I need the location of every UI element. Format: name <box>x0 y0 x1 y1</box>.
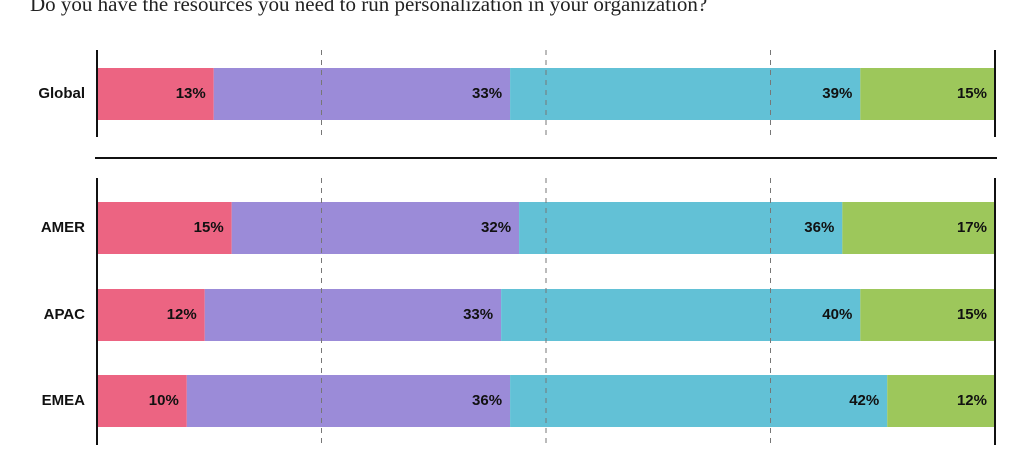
value-label: 33% <box>463 306 493 323</box>
bar-segment <box>213 68 511 120</box>
value-label: 42% <box>849 392 879 409</box>
value-label: 39% <box>822 85 852 102</box>
bar-segment <box>186 375 511 427</box>
value-label: 32% <box>481 219 511 236</box>
bar-segment <box>97 68 214 120</box>
value-label: 13% <box>176 85 206 102</box>
value-label: 36% <box>472 392 502 409</box>
category-label: AMER <box>41 219 85 236</box>
bar-segment <box>860 289 995 341</box>
category-label: APAC <box>44 306 86 323</box>
category-label: EMEA <box>42 392 86 409</box>
bar-segment <box>887 375 995 427</box>
value-label: 12% <box>167 306 197 323</box>
value-label: 15% <box>957 85 987 102</box>
value-label: 33% <box>472 85 502 102</box>
bar-segment <box>519 202 843 254</box>
value-label: 12% <box>957 392 987 409</box>
bar-segment <box>97 375 187 427</box>
value-label: 40% <box>822 306 852 323</box>
value-label: 10% <box>149 392 179 409</box>
bar-segment <box>231 202 520 254</box>
value-label: 36% <box>804 219 834 236</box>
bar-segment <box>510 68 861 120</box>
chart-title: Do you have the resources you need to ru… <box>30 0 707 16</box>
category-label: Global <box>38 85 85 102</box>
value-label: 17% <box>957 219 987 236</box>
bar-segment <box>97 202 232 254</box>
value-label: 15% <box>194 219 224 236</box>
bar-segment <box>501 289 861 341</box>
value-label: 15% <box>957 306 987 323</box>
bar-segment <box>204 289 502 341</box>
bar-segment <box>510 375 888 427</box>
bar-segment <box>97 289 205 341</box>
bar-segment <box>842 202 995 254</box>
bar-segment <box>860 68 995 120</box>
